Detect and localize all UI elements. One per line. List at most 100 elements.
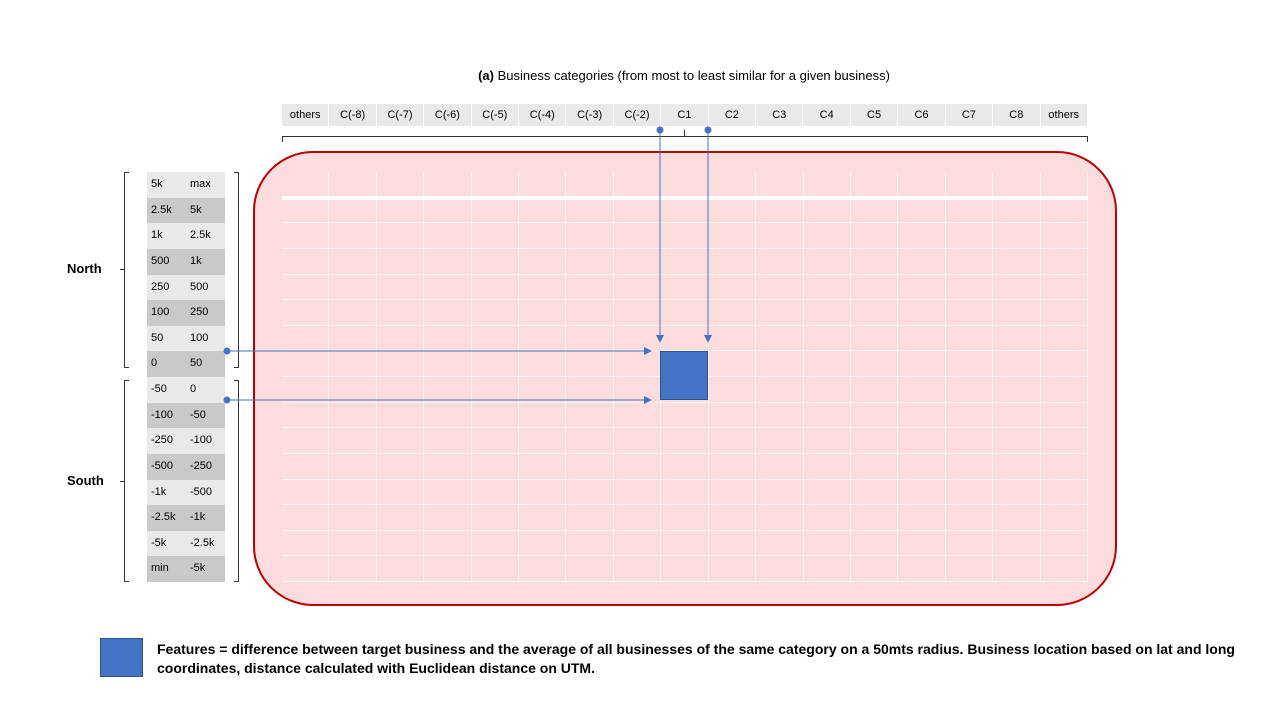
grid-cell [613,274,662,301]
grid-cell [661,453,709,480]
grid-cell [282,223,330,249]
grid-cell [613,453,662,480]
grid-cell [566,223,614,249]
grid-cell [282,453,330,480]
range-upper-bound: -100 [186,428,225,454]
grid-cell [566,274,614,301]
grid-cell [708,377,757,403]
grid-cell [898,351,946,377]
distance-range-table: 5k max 2.5k 5k 1k 2.5k 500 1k 250 500 100 250 50 100 0… [147,172,225,582]
grid-cell [708,556,757,582]
grid-cell [993,377,1041,403]
grid-cell [376,197,425,224]
grid-cell [471,453,520,480]
category-header-16: others [1040,104,1088,126]
range-lower-bound: 50 [147,325,186,352]
range-upper-bound: -5k [186,556,225,582]
legend-swatch [100,638,143,677]
category-header-2: C(-7) [376,104,425,126]
grid-cell [898,300,946,326]
grid-cell [993,223,1041,249]
grid-cell [424,300,472,326]
grid-cell [708,351,757,377]
grid-cell [708,197,757,224]
grid-cell [756,530,804,557]
grid-cell [613,530,662,557]
grid-cell [803,172,851,198]
grid-cell [850,172,899,198]
grid-cell [1040,530,1088,557]
grid-cell [803,300,851,326]
grid-cell [471,556,520,582]
grid-cell [898,197,946,224]
grid-cell [708,453,757,480]
grid-cell [898,274,946,301]
grid-cell [850,248,899,275]
grid-cell [424,428,472,454]
grid-cell [993,505,1041,531]
c1-connector-dot [656,126,664,134]
grid-cell [519,351,567,377]
category-header-8: C1 [661,104,709,126]
grid-cell [993,351,1041,377]
grid-cell [613,197,662,224]
range-upper-bound: 100 [186,325,225,352]
grid-cell [661,505,709,531]
grid-cell [756,274,804,301]
grid-cell [424,505,472,531]
grid-cell [1040,428,1088,454]
category-header-4: C(-5) [471,104,520,126]
grid-cell [850,223,899,249]
grid-cell [424,197,472,224]
grid-cell [756,556,804,582]
range-upper-bound: max [186,172,225,198]
grid-cell [945,197,994,224]
grid-cell [376,377,425,403]
range-upper-bound: 5k [186,197,225,224]
grid-cell [282,197,330,224]
grid-cell [566,530,614,557]
grid-cell [566,197,614,224]
grid-cell [993,300,1041,326]
grid-cell [566,248,614,275]
grid-cell [708,325,757,352]
grid-cell [471,351,520,377]
grid-cell [661,325,709,352]
grid-cell [613,377,662,403]
grid-cell [613,479,662,506]
category-header-7: C(-2) [613,104,662,126]
range-upper-bound: -500 [186,479,225,506]
range-lower-bound: -2.5k [147,505,186,531]
grid-cell [756,377,804,403]
grid-cell [519,325,567,352]
grid-cell [756,428,804,454]
grid-cell [376,274,425,301]
grid-cell [1040,248,1088,275]
grid-cell [850,325,899,352]
grid-cell [519,453,567,480]
grid-cell [566,556,614,582]
grid-cell [898,248,946,275]
range-upper-bound: -2.5k [186,530,225,557]
grid-cell [376,325,425,352]
grid-cell [471,377,520,403]
grid-cell [945,351,994,377]
grid-cell [945,172,994,198]
grid-cell [519,479,567,506]
grid-cell [945,402,994,429]
category-header-11: C4 [803,104,851,126]
grid-cell [471,248,520,275]
grid-cell [329,479,377,506]
grid-cell [613,248,662,275]
grid-cell [471,505,520,531]
grid-cell [1040,274,1088,301]
grid-cell [1040,172,1088,198]
grid-cell [898,479,946,506]
c2-connector-dot [704,126,712,134]
grid-cell [613,172,662,198]
grid-cell [993,197,1041,224]
grid-cell [282,325,330,352]
grid-cell [566,479,614,506]
grid-cell [282,172,330,198]
grid-cell [424,453,472,480]
